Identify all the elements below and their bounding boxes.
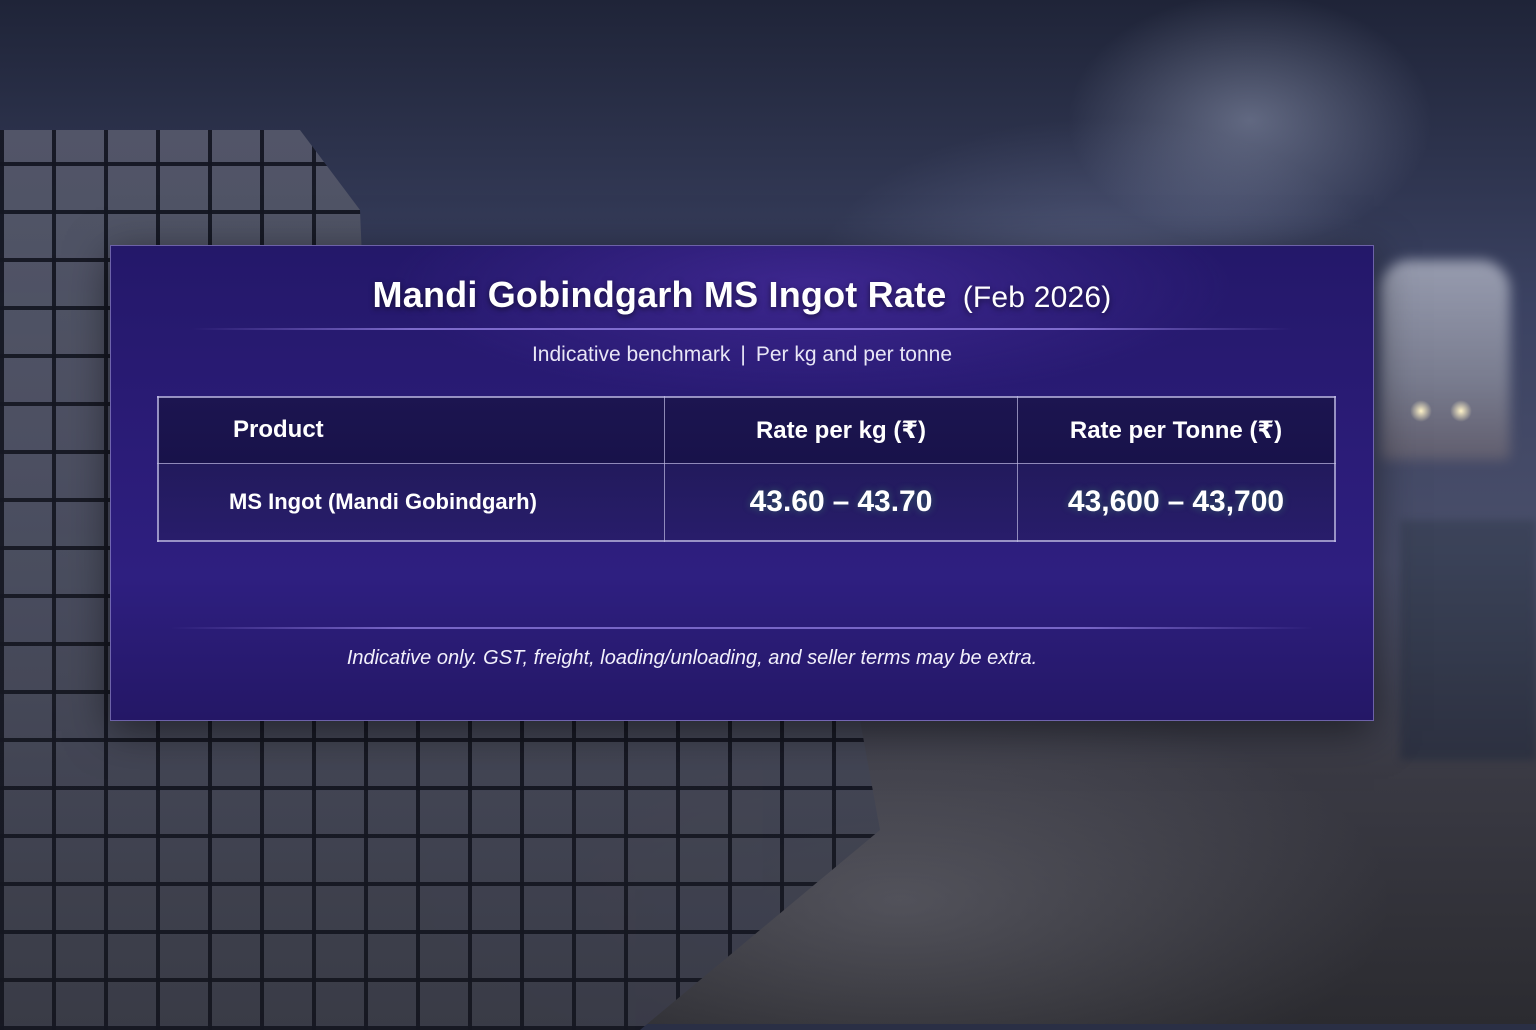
card-title: Mandi Gobindgarh MS Ingot Rate (Feb 2026… bbox=[111, 274, 1373, 316]
per-kg-high: 43.70 bbox=[857, 484, 933, 518]
range-dash: – bbox=[1167, 484, 1185, 518]
truck-headlight bbox=[1450, 400, 1472, 422]
footnote-divider bbox=[171, 627, 1313, 629]
truck-headlight bbox=[1410, 400, 1432, 422]
title-text: Mandi Gobindgarh MS Ingot Rate bbox=[372, 274, 947, 315]
per-tonne-low: 43,600 bbox=[1067, 484, 1160, 518]
cell-rate-per-tonne: 43,600–43,700 bbox=[1017, 462, 1336, 542]
table-row: MS Ingot (Mandi Gobindgarh) 43.60–43.70 … bbox=[157, 462, 1336, 542]
footnote: Indicative only. GST, freight, loading/u… bbox=[346, 647, 1038, 669]
card-subtitle: Indicative benchmark | Per kg and per tonn… bbox=[111, 343, 1373, 367]
header-rate-per-tonne: Rate per Tonne (₹) bbox=[1017, 396, 1336, 464]
subtitle-separator: | bbox=[740, 343, 746, 366]
table-header-row: Product Rate per kg (₹) Rate per Tonne (… bbox=[157, 396, 1336, 464]
title-divider bbox=[191, 328, 1293, 330]
per-kg-low: 43.60 bbox=[749, 484, 825, 518]
cell-product: MS Ingot (Mandi Gobindgarh) bbox=[157, 462, 665, 542]
subtitle-right: Per kg and per tonne bbox=[755, 343, 953, 366]
rate-card: Mandi Gobindgarh MS Ingot Rate (Feb 2026… bbox=[110, 245, 1374, 721]
forklift-image bbox=[1400, 520, 1536, 760]
truck-image bbox=[1380, 260, 1510, 460]
header-rate-per-kg: Rate per kg (₹) bbox=[664, 396, 1018, 464]
per-tonne-high: 43,700 bbox=[1192, 484, 1285, 518]
subtitle-left: Indicative benchmark bbox=[531, 343, 731, 366]
header-product: Product bbox=[157, 396, 665, 464]
cell-rate-per-kg: 43.60–43.70 bbox=[664, 462, 1018, 542]
title-date: (Feb 2026) bbox=[962, 281, 1112, 314]
range-dash: – bbox=[832, 484, 850, 518]
rates-table: Product Rate per kg (₹) Rate per Tonne (… bbox=[157, 396, 1336, 542]
